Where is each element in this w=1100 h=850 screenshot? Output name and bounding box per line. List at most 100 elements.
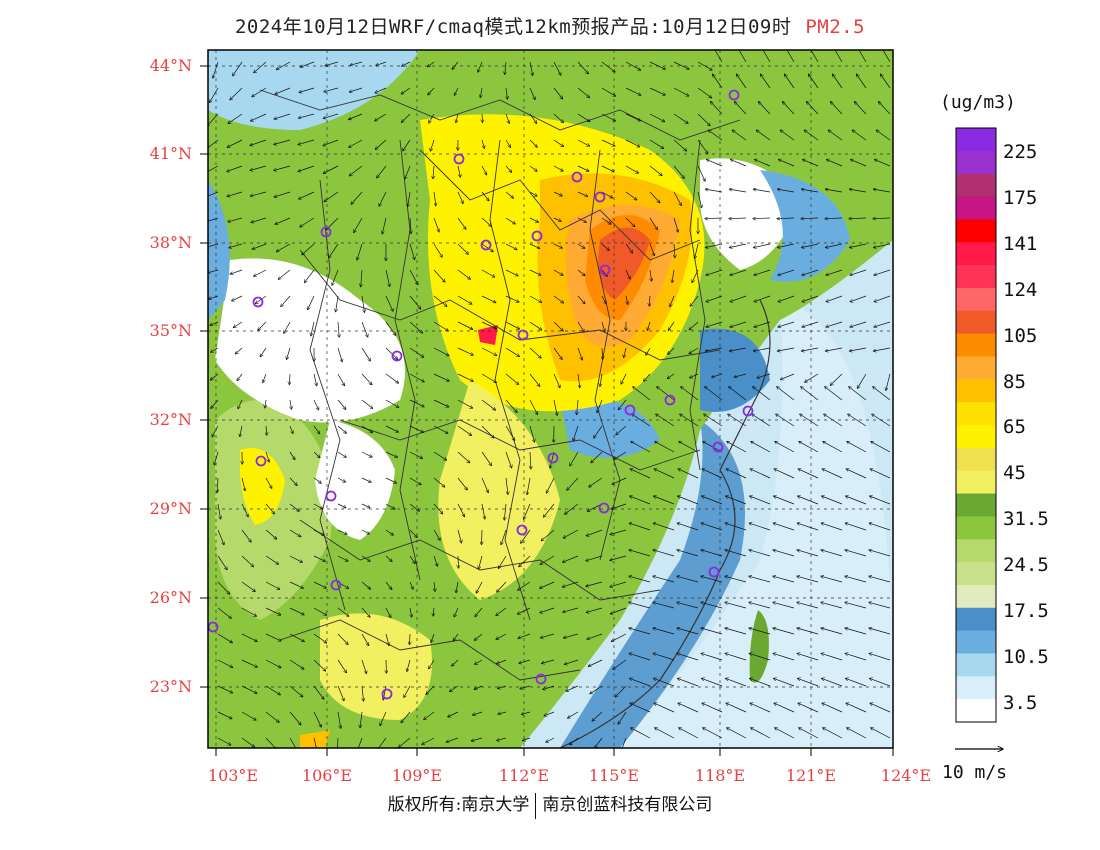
wind-arrow (457, 399, 473, 408)
wind-arrow (726, 496, 747, 505)
wind-arrow (601, 269, 607, 277)
wind-arrow (448, 711, 459, 717)
wind-arrow (653, 653, 675, 661)
wind-arrow (385, 529, 393, 535)
wind-arrow (774, 469, 795, 479)
wind-arrow (695, 243, 699, 259)
wind-arrow (870, 496, 891, 505)
wind-arrow (849, 189, 867, 193)
wind-arrow (689, 321, 699, 330)
wind-arrow (729, 218, 747, 219)
colorbar-swatch (956, 128, 996, 152)
wind-arrow (822, 496, 843, 505)
wind-arrow (656, 414, 675, 427)
wind-arrow (263, 373, 267, 383)
wind-arrow (568, 711, 579, 718)
wind-arrow (601, 61, 615, 72)
wind-arrow (313, 581, 326, 588)
wind-arrow (433, 321, 448, 331)
wind-arrow (405, 165, 411, 179)
wind-arrow (802, 159, 819, 167)
wind-arrow (633, 387, 651, 401)
wind-arrow (870, 469, 891, 479)
concentration-field (208, 50, 893, 748)
wind-arrow (610, 529, 627, 535)
wind-arrow (241, 607, 257, 616)
wind-arrow (227, 139, 243, 147)
wind-arrow (701, 550, 723, 557)
wind-arrow (479, 555, 483, 569)
wind-arrow (563, 529, 579, 538)
wind-arrow (385, 633, 389, 646)
wind-arrow (265, 659, 281, 668)
axis-ticks (200, 65, 894, 756)
wind-arrow (621, 737, 627, 748)
wind-arrow (601, 87, 616, 96)
wind-arrow (850, 159, 867, 167)
wind-arrow (649, 243, 655, 256)
wind-arrow (611, 633, 627, 642)
wind-arrow (313, 373, 317, 386)
wind-arrow (274, 165, 291, 171)
wind-arrow (649, 87, 665, 95)
wind-arrow (208, 295, 219, 299)
wind-arrow (217, 503, 221, 519)
wind-arrow (210, 373, 219, 380)
wind-arrow (274, 139, 291, 145)
wind-arrow (217, 659, 233, 668)
wind-arrow (350, 61, 363, 65)
wind-arrow (672, 269, 675, 283)
wind-arrow (505, 425, 515, 441)
wind-arrow (876, 130, 891, 141)
wind-arrow (601, 295, 606, 304)
wind-arrow (385, 269, 390, 287)
wind-arrow (529, 295, 542, 303)
wind-arrow (217, 633, 233, 643)
wind-arrow (749, 653, 771, 661)
wind-arrow (749, 523, 771, 531)
wind-arrow (241, 659, 257, 667)
colorbar (956, 128, 996, 723)
colorbar-swatch (956, 539, 996, 563)
wind-arrow (850, 321, 867, 327)
wind-arrow (298, 113, 315, 118)
wind-arrow (217, 607, 231, 618)
wind-arrow (644, 373, 651, 381)
wind-arrow (689, 347, 699, 354)
wind-arrow (773, 576, 795, 583)
wind-arrow (289, 425, 293, 434)
wind-arrow (530, 451, 531, 469)
wind-arrow (265, 503, 275, 514)
wind-arrow (601, 139, 615, 146)
wind-arrow (332, 269, 339, 285)
wind-arrow (385, 451, 398, 457)
wind-arrow (705, 218, 723, 219)
wind-arrow (361, 607, 370, 617)
wind-arrow (774, 703, 795, 713)
wind-arrow (241, 581, 255, 592)
wind-arrow (869, 653, 891, 661)
wind-arrow (250, 191, 267, 196)
wind-arrow (591, 451, 603, 463)
wind-arrow (313, 555, 326, 561)
wind-arrow (211, 399, 219, 409)
wind-arrow (521, 529, 531, 543)
wind-arrow (529, 191, 537, 196)
colorbar-swatch (956, 150, 996, 175)
colorbar-swatch (956, 402, 996, 426)
wind-arrow (629, 628, 651, 635)
wind-arrow (625, 113, 641, 121)
wind-arrow (506, 87, 507, 99)
wind-arrow (886, 373, 891, 391)
lon-label: 106°E (301, 766, 353, 785)
wind-arrow (553, 295, 564, 303)
wind-arrow (869, 550, 891, 557)
wind-arrow (498, 711, 507, 714)
wind-arrow (610, 555, 627, 560)
wind-arrow (849, 387, 867, 401)
colorbar-label: 105 (1003, 325, 1038, 347)
wind-arrow (304, 269, 315, 283)
wind-arrow (780, 373, 795, 380)
wind-arrow (824, 414, 843, 427)
wind-arrow (313, 711, 321, 727)
